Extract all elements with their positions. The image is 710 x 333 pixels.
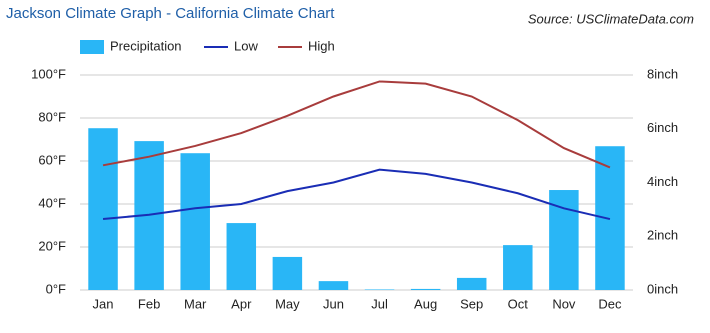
- chart-title: Jackson Climate Graph - California Clima…: [6, 5, 335, 22]
- bar: [226, 223, 257, 290]
- y2-tick-label: 8inch: [647, 66, 678, 81]
- legend-swatch: [80, 40, 104, 54]
- y-tick-label: 100°F: [31, 66, 66, 81]
- legend: Precipitation Low High: [80, 38, 335, 54]
- bar: [456, 277, 487, 290]
- legend-label: High: [308, 38, 335, 53]
- y-tick-label: 40°F: [38, 195, 66, 210]
- bar: [272, 256, 303, 290]
- line: [102, 80, 611, 169]
- bar: [364, 289, 395, 290]
- legend-label: Precipitation: [110, 38, 182, 53]
- x-tick-label: Sep: [460, 296, 483, 311]
- x-tick-label: Dec: [598, 296, 622, 311]
- x-tick-label: Oct: [508, 296, 529, 311]
- x-tick-label: Feb: [138, 296, 160, 311]
- y2-tick-label: 2inch: [647, 228, 678, 243]
- y-tick-label: 80°F: [38, 109, 66, 124]
- bar: [318, 281, 349, 290]
- y2-tick-label: 4inch: [647, 174, 678, 189]
- bar: [549, 190, 579, 290]
- bar: [503, 245, 533, 290]
- source: Source: USClimateData.com: [528, 11, 694, 26]
- x-tick-label: Jul: [371, 296, 388, 311]
- x-tick-label: Apr: [231, 296, 252, 311]
- y-tick-label: 60°F: [38, 152, 66, 167]
- legend-label: Low: [234, 38, 258, 53]
- y-tick-label: 0°F: [46, 281, 66, 296]
- bar: [180, 153, 210, 290]
- x-tick-label: Aug: [414, 296, 437, 311]
- y2-tick-label: 0inch: [647, 281, 678, 296]
- y2-tick-label: 6inch: [647, 120, 678, 135]
- x-tick-label: Jun: [323, 296, 344, 311]
- y-tick-label: 20°F: [38, 238, 66, 253]
- x-tick-label: Nov: [552, 296, 576, 311]
- x-tick-label: May: [275, 296, 300, 311]
- x-tick-label: Mar: [184, 296, 207, 311]
- line: [102, 168, 611, 221]
- x-tick-label: Jan: [93, 296, 114, 311]
- bar: [88, 128, 118, 290]
- bar: [410, 288, 441, 290]
